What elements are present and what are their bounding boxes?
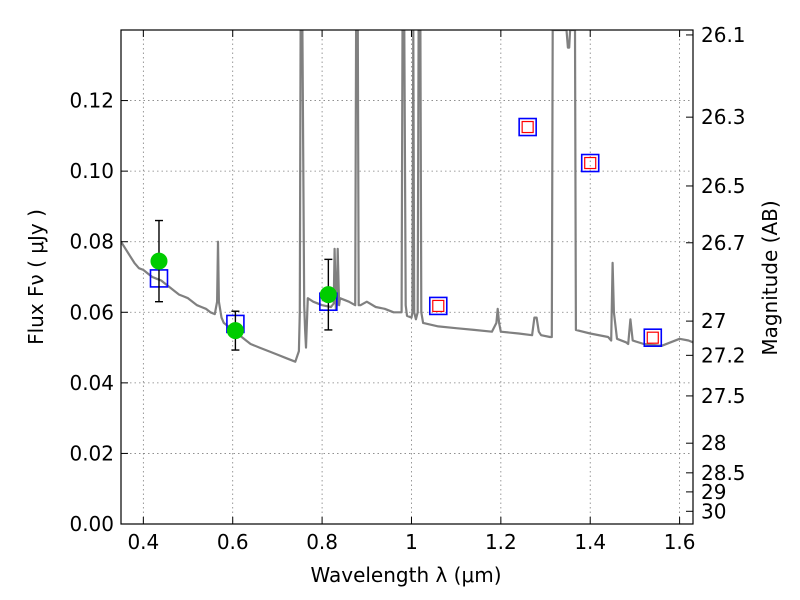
y2-tick-label: 30 bbox=[701, 499, 726, 523]
model-inner-square-point bbox=[521, 120, 534, 134]
x-tick-label: 1.6 bbox=[664, 530, 696, 554]
model-square-point bbox=[643, 328, 663, 347]
y2-tick-label: 28 bbox=[701, 431, 726, 455]
model-inner-square-point bbox=[432, 299, 445, 313]
model-square-point bbox=[580, 153, 600, 173]
y2-tick-label: 26.3 bbox=[701, 105, 746, 129]
spectrum-layer bbox=[121, 30, 693, 363]
y-tick-label: 0.02 bbox=[69, 441, 114, 465]
y2-tick-label: 28.5 bbox=[701, 461, 746, 485]
x-tick-label: 0.8 bbox=[306, 530, 338, 554]
model-inner-square-point bbox=[646, 331, 659, 344]
y-tick-label: 0.06 bbox=[69, 300, 114, 324]
x-axis-ticks: 0.4 0.6 0.8 1 1.2 1.4 1.6 bbox=[127, 30, 696, 554]
y-tick-label: 0.12 bbox=[69, 89, 114, 113]
y-tick-label: 0.04 bbox=[69, 371, 114, 395]
x-tick-label: 0.4 bbox=[127, 530, 159, 554]
plot-frame bbox=[120, 29, 694, 525]
y2-tick-label: 26.7 bbox=[701, 231, 746, 255]
observed-point bbox=[150, 252, 168, 270]
x-axis-label: Wavelength λ (μm) bbox=[310, 563, 501, 587]
x-tick-label: 0.6 bbox=[217, 530, 249, 554]
y-tick-label: 0.08 bbox=[69, 230, 114, 254]
y2-tick-label: 26.5 bbox=[701, 174, 746, 198]
model-square-point bbox=[428, 296, 448, 316]
observed-point bbox=[319, 286, 337, 304]
spectrum-line bbox=[121, 30, 693, 363]
y2-tick-label: 29 bbox=[701, 480, 726, 504]
observed-point bbox=[226, 322, 244, 340]
model-points bbox=[149, 117, 663, 347]
model-square-point bbox=[518, 117, 537, 137]
observed-points bbox=[150, 219, 337, 351]
y2-tick-label: 27.2 bbox=[701, 343, 746, 367]
y-tick-label: 0.00 bbox=[69, 512, 114, 536]
model-inner-square-point bbox=[584, 156, 597, 170]
y2-tick-label: 27 bbox=[701, 309, 726, 333]
y2-axis-label: Magnitude (AB) bbox=[758, 200, 782, 355]
x-tick-label: 1 bbox=[405, 530, 418, 554]
y2-tick-label: 26.1 bbox=[701, 23, 746, 47]
y-axis-label: Flux Fν ( μJy ) bbox=[24, 209, 48, 345]
y-axis-ticks: 0.00 0.02 0.04 0.06 0.08 0.10 0.12 bbox=[69, 89, 128, 536]
y2-tick-label: 27.5 bbox=[701, 384, 746, 408]
x-tick-label: 1.2 bbox=[485, 530, 517, 554]
y-tick-label: 0.10 bbox=[69, 159, 114, 183]
x-tick-label: 1.4 bbox=[574, 530, 606, 554]
